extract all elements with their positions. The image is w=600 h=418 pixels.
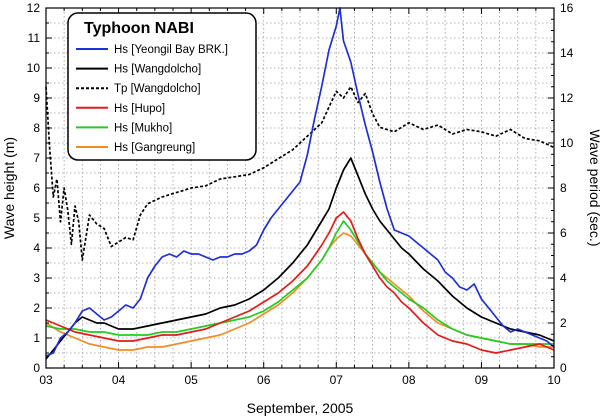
legend-items: Hs [Yeongil Bay BRK.] Hs [Wangdolcho] Tp [… [76,44,228,154]
x-tick-label: 10 [547,373,561,387]
x-tick-label: 07 [330,373,344,387]
legend-label: Hs [Mukho] [114,122,172,134]
y2-tick-label: 12 [560,91,574,105]
series-line-4 [45,211,555,354]
y-tick-label: 9 [33,91,40,105]
y-tick-label: 5 [33,211,40,225]
series-layer [45,7,555,360]
y-tick-label: 12 [27,1,41,15]
x-axis-label: September, 2005 [247,400,354,416]
y2-tick-label: 6 [560,226,567,240]
x-tick-label: 09 [475,373,489,387]
legend-label: Tp [Wangdolcho] [114,83,201,95]
series-line-2 [45,157,555,360]
legend-label: Hs [Wangdolcho] [114,64,201,76]
y-axis-label: Wave height (m) [1,137,17,239]
y-tick-label: 3 [33,271,40,285]
chart-title: Typhoon NABI [84,20,194,37]
y2-tick-label: 0 [560,361,567,375]
legend-label: Hs [Gangreung] [114,142,195,154]
y-tick-label: 10 [27,61,41,75]
x-tick-label: 06 [257,373,271,387]
series-line-3 [45,85,555,261]
y-tick-label: 8 [33,121,40,135]
y2-tick-label: 4 [560,271,567,285]
y2-tick-label: 16 [560,1,574,15]
y-tick-label: 4 [33,241,40,255]
y2-axis-label: Wave period (sec.) [587,130,600,247]
y-tick-label: 2 [33,301,40,315]
legend: Typhoon NABI Hs [Yeongil Bay BRK.] Hs [Wa… [67,12,257,161]
x-tick-label: 05 [184,373,198,387]
series-line-1 [45,7,555,357]
y2-tick-label: 10 [560,136,574,150]
legend-label: Hs [Hupo] [114,103,165,115]
y2-tick-label: 8 [560,181,567,195]
y-tick-label: 0 [33,361,40,375]
series-line-5 [45,220,554,345]
x-tick-label: 03 [39,373,53,387]
x-tick-label: 08 [402,373,416,387]
legend-box [67,12,257,161]
y-tick-label: 6 [33,181,40,195]
legend-label: Hs [Yeongil Bay BRK.] [114,44,228,56]
y-tick-label: 7 [33,151,40,165]
axis-ticks: 03 04 05 06 07 08 09 10012345678910111202468101… [27,1,574,387]
y-tick-label: 1 [33,331,40,345]
y2-tick-label: 14 [560,46,574,60]
x-tick-label: 04 [112,373,126,387]
y2-tick-label: 2 [560,316,567,330]
y-tick-label: 11 [28,31,41,45]
